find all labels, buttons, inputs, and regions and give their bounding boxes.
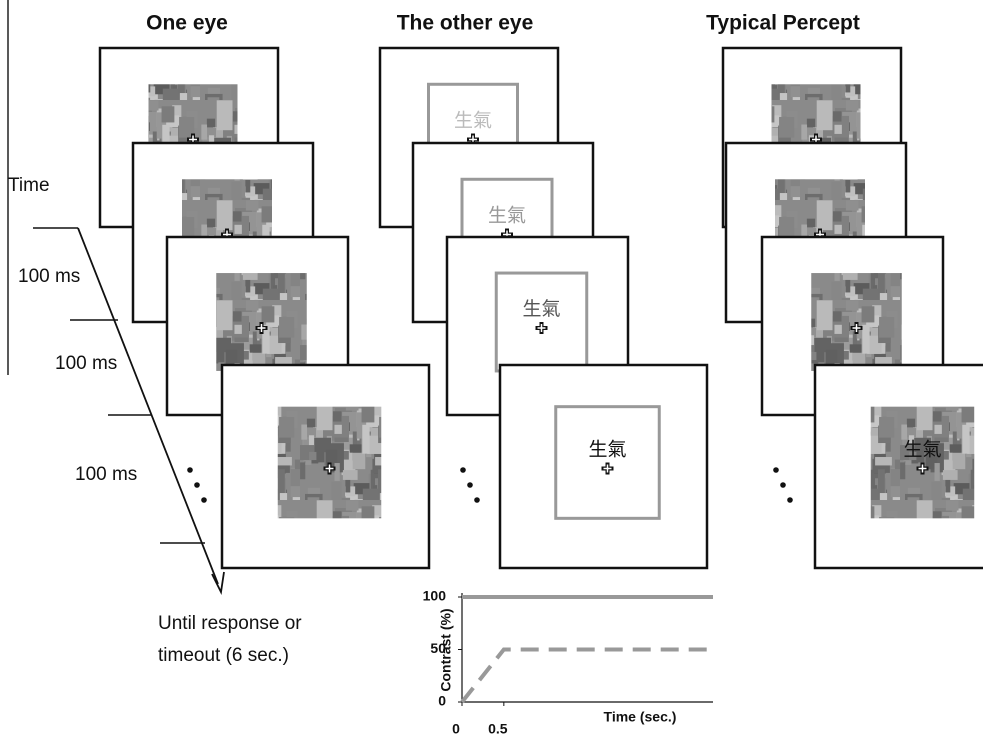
final-label: timeout (6 sec.) <box>158 645 289 666</box>
page: {"columns": [ {"title": "One eye"}, {"ti… <box>0 0 983 743</box>
word: 生氣 <box>522 298 560 320</box>
ellipsis-dot <box>773 467 779 473</box>
column-title: Typical Percept <box>706 12 860 35</box>
word: 生氣 <box>454 110 492 132</box>
column-title: The other eye <box>397 12 534 35</box>
ellipsis-dot <box>780 482 786 488</box>
duration: 100 ms <box>18 266 80 287</box>
final-label: Until response or <box>158 613 302 634</box>
ellipsis-dot <box>474 497 480 503</box>
ellipsis-dot <box>787 497 793 503</box>
y-tick-label: 0 <box>438 693 446 709</box>
x-tick-label: 0 <box>452 721 460 737</box>
duration: 100 ms <box>75 464 137 485</box>
ellipsis-dot <box>201 497 207 503</box>
y-tick-label: 100 <box>423 588 447 604</box>
x-tick-label: 0.5 <box>488 721 508 737</box>
ellipsis-dot <box>467 482 473 488</box>
ellipsis-dot <box>194 482 200 488</box>
ellipsis-dot <box>187 467 193 473</box>
figure: Time 100 ms 100 ms 100 ms Until response… <box>0 0 983 743</box>
word: 生氣 <box>488 205 526 227</box>
duration: 100 ms <box>55 353 117 374</box>
word: 生氣 <box>903 439 941 461</box>
series-line <box>462 650 713 703</box>
frames: 生氣生氣生氣生氣生氣 <box>100 48 983 568</box>
y-axis-label: Contrast (%) <box>438 608 454 691</box>
column-title: One eye <box>146 12 228 35</box>
x-axis-label: Time (sec.) <box>604 709 677 725</box>
time-label: Time <box>8 175 50 196</box>
word: 生氣 <box>588 439 626 461</box>
ellipsis-dot <box>460 467 466 473</box>
